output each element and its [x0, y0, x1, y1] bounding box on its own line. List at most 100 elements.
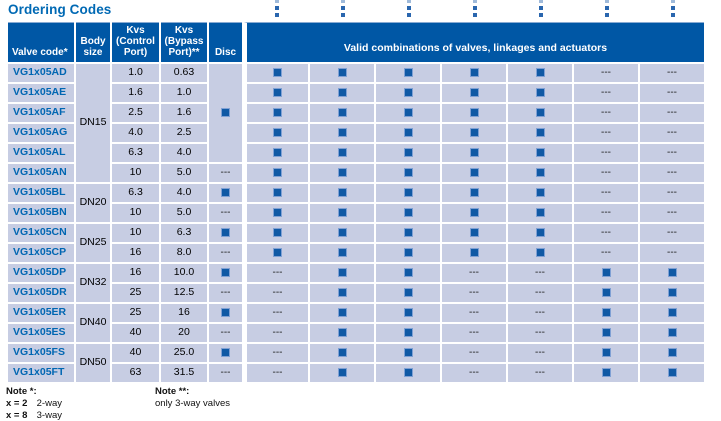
not-available-marker: --- [469, 307, 479, 319]
combination-cell: --- [508, 364, 572, 382]
kvs-bypass-cell: 0.63 [161, 64, 207, 82]
not-available-marker: --- [601, 167, 611, 179]
valid-square-icon [667, 307, 677, 317]
valid-square-icon [403, 247, 413, 257]
combination-cell [310, 164, 374, 182]
not-available-marker: --- [535, 367, 545, 379]
page-title: Ordering Codes [8, 2, 112, 17]
combination-cell [376, 284, 440, 302]
combination-cell: --- [574, 64, 638, 82]
combination-cell [310, 124, 374, 142]
valid-square-icon [667, 287, 677, 297]
valid-square-icon [273, 147, 282, 157]
not-available-marker: --- [601, 87, 611, 99]
not-available-marker: --- [469, 367, 479, 379]
combination-cell: --- [508, 284, 572, 302]
table-row: VG1x05DP DN32 16 10.0 --- --- --- [8, 264, 705, 302]
combination-cell [244, 184, 308, 202]
note-asterisk: Note *: x = 2 2-way x = 8 3-way [6, 386, 155, 421]
kvs-control-cell: 40 [112, 344, 159, 362]
not-available-marker: --- [272, 347, 283, 359]
valid-square-icon [469, 207, 479, 217]
valid-square-icon [221, 307, 230, 317]
note-value: 2-way [36, 398, 62, 409]
notes-section: Note *: x = 2 2-way x = 8 3-way Note **:… [6, 386, 721, 421]
disc-cell [209, 264, 242, 282]
combination-cell [310, 204, 374, 222]
valve-code-cell: VG1x05AL [8, 144, 74, 162]
valid-square-icon [535, 87, 545, 97]
combination-cell [310, 244, 374, 262]
not-available-marker: --- [469, 347, 479, 359]
not-available-marker: --- [535, 267, 545, 279]
not-available-marker: --- [220, 367, 231, 379]
not-available-marker: --- [601, 247, 611, 259]
valid-square-icon [221, 227, 230, 237]
combination-cell: --- [244, 324, 308, 342]
leader-dot-icon [407, 0, 411, 3]
page-top-strip: Ordering Codes [6, 0, 721, 20]
combination-cell [442, 84, 506, 102]
kvs-control-cell: 4.0 [112, 124, 159, 142]
combination-cell: --- [244, 264, 308, 282]
valid-square-icon [221, 347, 230, 357]
kvs-control-cell: 10 [112, 224, 159, 242]
valid-square-icon [337, 327, 347, 337]
valid-square-icon [469, 87, 479, 97]
not-available-marker: --- [469, 267, 479, 279]
note-line: x = 8 3-way [6, 410, 155, 421]
body-size-cell: DN15 [76, 64, 110, 182]
disc-cell [209, 224, 242, 242]
combination-cell [244, 204, 308, 222]
combination-cell: --- [508, 324, 572, 342]
combination-cell: --- [244, 364, 308, 382]
combination-cell [376, 64, 440, 82]
combination-cell: --- [508, 344, 572, 362]
combination-cell [376, 144, 440, 162]
valve-code-cell: VG1x05AE [8, 84, 74, 102]
valid-square-icon [337, 367, 347, 377]
valid-square-icon [667, 367, 677, 377]
combination-cell: --- [442, 364, 506, 382]
valid-square-icon [337, 267, 347, 277]
valid-square-icon [337, 147, 347, 157]
kvs-control-cell: 6.3 [112, 144, 159, 162]
kvs-bypass-cell: 10.0 [161, 264, 207, 282]
kvs-bypass-cell: 12.5 [161, 284, 207, 302]
kvs-bypass-cell: 1.6 [161, 104, 207, 122]
disc-cell: --- [209, 204, 242, 222]
kvs-control-cell: 2.5 [112, 104, 159, 122]
combination-cell: --- [640, 104, 705, 122]
combination-cell [376, 84, 440, 102]
combination-cell [310, 284, 374, 302]
kvs-bypass-cell: 5.0 [161, 164, 207, 182]
combination-cell [376, 204, 440, 222]
kvs-bypass-cell: 6.3 [161, 224, 207, 242]
kvs-control-cell: 10 [112, 204, 159, 222]
table-row: VG1x05AN 10 5.0 --- --- --- [8, 164, 705, 182]
combination-cell [640, 344, 705, 362]
valid-square-icon [403, 327, 413, 337]
combination-cell [310, 264, 374, 282]
combination-cell [442, 144, 506, 162]
combination-cell: --- [442, 264, 506, 282]
valid-square-icon [273, 227, 282, 237]
combination-cell [244, 144, 308, 162]
not-available-marker: --- [667, 247, 677, 259]
body-size-cell: DN20 [76, 184, 110, 222]
valve-code-cell: VG1x05AN [8, 164, 74, 182]
not-available-marker: --- [667, 127, 677, 139]
valid-square-icon [273, 107, 282, 117]
combination-cell: --- [640, 204, 705, 222]
combination-cell [442, 224, 506, 242]
not-available-marker: --- [220, 167, 231, 179]
combination-cell: --- [508, 304, 572, 322]
combination-cell: --- [640, 144, 705, 162]
combination-cell: --- [244, 304, 308, 322]
combination-cell: --- [574, 164, 638, 182]
combination-cell [574, 364, 638, 382]
combination-cell [244, 64, 308, 82]
kvs-bypass-cell: 20 [161, 324, 207, 342]
header-body-size: Body size [76, 22, 110, 62]
combination-cell [310, 64, 374, 82]
